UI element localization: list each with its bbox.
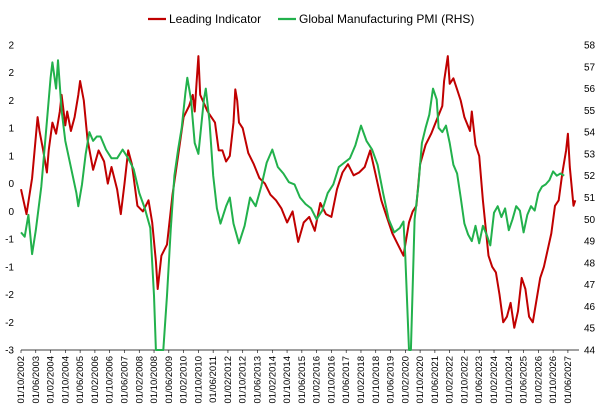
y-left-tick-label: 2: [8, 96, 14, 107]
y-left-tick-label: 0: [8, 207, 14, 218]
x-tick-label: 01/10/2026: [548, 356, 559, 404]
plot-area: [20, 55, 577, 351]
x-tick-label: 01/02/2024: [489, 356, 500, 404]
y-left-tick-label: -3: [5, 346, 14, 357]
y-right-tick-label: 46: [584, 302, 596, 313]
x-tick-label: 01/10/2024: [504, 356, 515, 404]
y-right-tick-label: 55: [584, 106, 596, 117]
y-left-tick-label: -2: [5, 318, 14, 329]
x-axis: 01/10/2002 01/06/2003 01/02/2004 01/10/2004…: [16, 350, 574, 404]
x-tick-label: 01/06/2011: [208, 356, 219, 403]
y-right-tick-label: 51: [584, 193, 596, 204]
y-left-tick-label: 1: [8, 151, 14, 162]
x-tick-label: 01/06/2015: [297, 356, 308, 404]
x-tick-label: 01/02/2022: [445, 356, 456, 404]
x-tick-label: 01/10/2018: [371, 356, 382, 404]
y-right-tick-label: 48: [584, 258, 596, 269]
legend-label-pmi: Global Manufacturing PMI (RHS): [299, 12, 474, 26]
x-tick-label: 01/02/2020: [400, 356, 411, 404]
x-tick-label: 01/02/2016: [312, 356, 323, 404]
x-tick-label: 01/06/2017: [341, 356, 352, 404]
x-tick-label: 01/02/2010: [179, 356, 190, 404]
x-tick-label: 01/06/2027: [563, 356, 574, 404]
y-left-tick-label: -1: [5, 235, 14, 246]
x-tick-label: 01/02/2026: [533, 356, 544, 404]
x-tick-label: 01/06/2005: [75, 356, 86, 404]
y-left-tick-label: -1: [5, 262, 14, 273]
legend-label-leading: Leading Indicator: [169, 12, 261, 26]
y-right-tick-label: 45: [584, 324, 596, 335]
x-tick-label: 01/02/2004: [46, 356, 57, 404]
y-left-tick-label: 1: [8, 124, 14, 135]
y-right-tick-label: 58: [584, 41, 596, 52]
y-right-tick-label: 53: [584, 149, 596, 160]
legend: Leading Indicator Global Manufacturing P…: [148, 12, 474, 26]
x-tick-label: 01/06/2025: [519, 356, 530, 404]
x-tick-label: 01/06/2019: [386, 356, 397, 404]
y-right-tick-label: 57: [584, 62, 596, 73]
y-right-tick-label: 54: [584, 128, 596, 139]
y-left-tick-label: 2: [8, 68, 14, 79]
x-tick-label: 01/10/2020: [415, 356, 426, 404]
x-tick-label: 01/10/2022: [459, 356, 470, 404]
y-right-tick-label: 44: [584, 346, 596, 357]
x-tick-label: 01/06/2021: [430, 356, 441, 404]
y-left-tick-label: -2: [5, 290, 14, 301]
y-right-tick-label: 47: [584, 280, 596, 291]
x-tick-label: 01/10/2004: [60, 356, 71, 404]
x-tick-label: 01/02/2014: [267, 356, 278, 404]
x-tick-label: 01/10/2008: [149, 356, 160, 404]
x-tick-label: 01/06/2007: [119, 356, 130, 404]
x-tick-label: 01/06/2013: [253, 356, 264, 404]
y-right-tick-label: 50: [584, 215, 596, 226]
series-line-leading-indicator: [20, 55, 577, 329]
series-line-global-pmi: [20, 59, 565, 351]
x-tick-label: 01/10/2012: [238, 356, 249, 404]
y-left-tick-label: 0: [8, 179, 14, 190]
y-right-tick-label: 56: [584, 84, 596, 95]
x-tick-label: 01/06/2003: [31, 356, 42, 404]
x-tick-label: 01/10/2006: [105, 356, 116, 404]
y-right-tick-label: 52: [584, 171, 596, 182]
x-tick-label: 01/10/2016: [326, 356, 337, 404]
x-tick-label: 01/06/2023: [474, 356, 485, 404]
x-tick-label: 01/02/2006: [90, 356, 101, 404]
x-tick-label: 01/02/2018: [356, 356, 367, 404]
y-right-tick-label: 49: [584, 237, 596, 248]
y-axis-left: -3 -2 -2 -1 -1 0 0 1 1 2 2 2: [5, 41, 14, 357]
x-tick-label: 01/10/2002: [16, 356, 27, 404]
x-tick-label: 01/02/2008: [134, 356, 145, 404]
y-axis-right: 44 45 46 47 48 49 50 51 52 53 54 55 56 57 58: [584, 41, 596, 357]
x-tick-label: 01/02/2012: [223, 356, 234, 404]
y-left-tick-label: 2: [8, 41, 14, 52]
x-tick-label: 01/10/2014: [282, 356, 293, 404]
x-tick-label: 01/06/2009: [164, 356, 175, 404]
x-tick-label: 01/10/2010: [193, 356, 204, 404]
